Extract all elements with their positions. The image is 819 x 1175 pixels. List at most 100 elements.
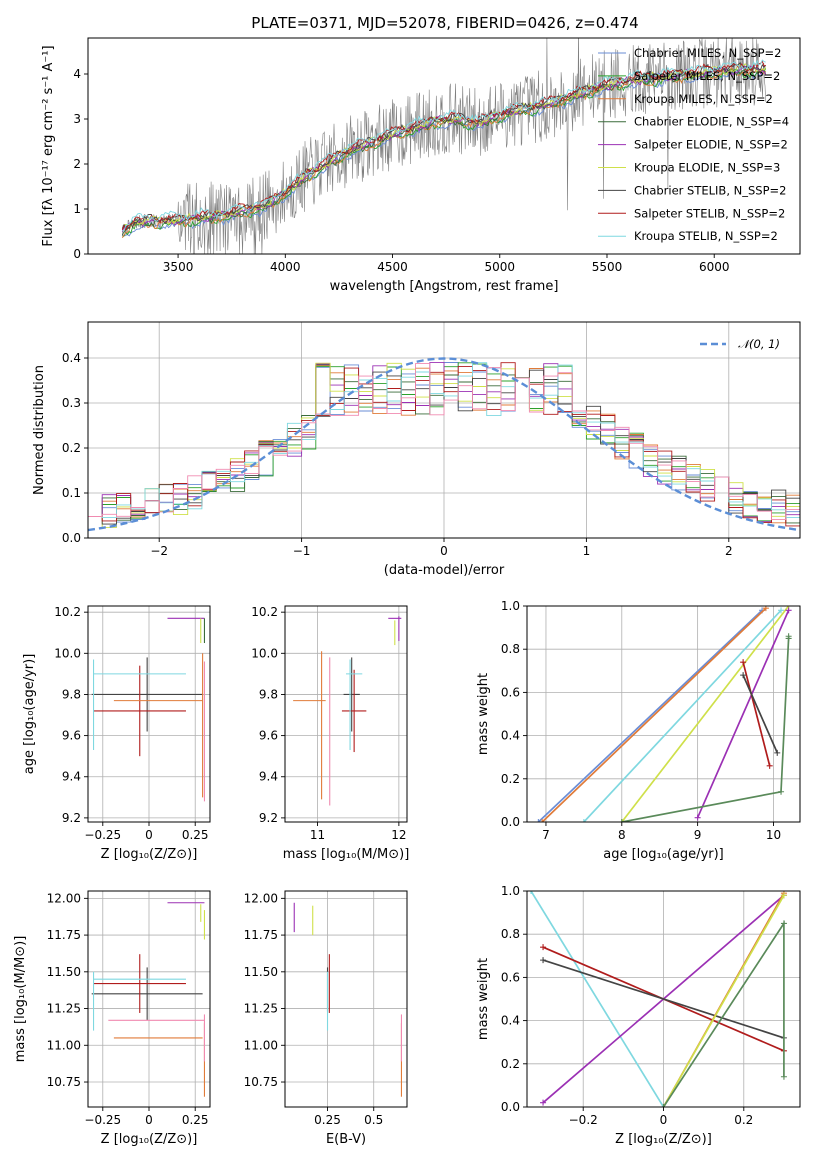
- y-axis-label: Flux [fλ 10⁻¹⁷ erg cm⁻² s⁻¹ A⁻¹]: [41, 45, 56, 246]
- weight-line-5: [662, 894, 785, 1107]
- y-tick-label: 9.8: [62, 687, 81, 701]
- x-tick-label: 0.5: [364, 1113, 383, 1127]
- weight-line-3: [542, 959, 785, 1039]
- chart-mass_vs_ebv: 0.25 0.5 10.75 11.00 11.25 11.50 11.75 12.00 E(B…: [244, 890, 408, 1147]
- x-tick-label: 0.25: [182, 828, 209, 842]
- x-tick-label: 0.25: [182, 1113, 209, 1127]
- y-tick-label: 11.50: [244, 965, 278, 979]
- weight-marker: [528, 891, 535, 894]
- x-tick-label: 7: [542, 828, 550, 842]
- weight-marker: [780, 892, 787, 899]
- errorbar-point-0: [343, 657, 360, 732]
- y-axis-label: mass weight: [476, 673, 491, 755]
- weight-marker: [785, 607, 792, 614]
- axes-frame: [284, 605, 408, 823]
- errorbar-point-0: [91, 967, 203, 1021]
- plot-area-weight_vs_Z: [528, 891, 787, 1107]
- legend-entry-7: Salpeter STELIB, N_SSP=2: [634, 206, 785, 220]
- plot-area-age_vs_Z: [91, 617, 206, 802]
- y-tick-label: 0.6: [501, 970, 520, 984]
- x-tick-label: 5000: [484, 260, 515, 274]
- y-axis-label: mass [log₁₀(M/M⊙)]: [13, 936, 28, 1063]
- y-tick-label: 10.2: [54, 605, 81, 619]
- y-tick-label: 0.2: [62, 441, 81, 455]
- weight-marker: [618, 819, 625, 822]
- axes-frame: [284, 890, 408, 1108]
- y-tick-label: 11.25: [244, 1002, 278, 1016]
- x-tick-label: 4500: [377, 260, 408, 274]
- y-tick-label: 11.75: [47, 928, 81, 942]
- x-tick-label: 6000: [699, 260, 730, 274]
- weight-line-6: [662, 920, 785, 1107]
- y-tick-label: 11.50: [47, 965, 81, 979]
- y-tick-label: 0.4: [501, 729, 520, 743]
- weight-line-3: [621, 606, 790, 822]
- y-tick-label: 10.0: [54, 646, 81, 660]
- y-tick-label: 9.6: [62, 729, 81, 743]
- weight-marker: [539, 819, 546, 822]
- x-tick-label: 12: [391, 828, 406, 842]
- x-tick-label: 11: [310, 828, 325, 842]
- y-tick-label: 0.3: [62, 396, 81, 410]
- model-line-8: [122, 59, 766, 232]
- y-tick-label: 12.00: [47, 891, 81, 905]
- x-tick-label: −1: [293, 544, 311, 558]
- weight-marker: [740, 672, 747, 679]
- weight-line-1: [541, 607, 767, 822]
- chart-weight_vs_Z: −0.2 0 0.2 0.0 0.2 0.4 0.6 0.8 1.0 Z [log₁₀(Z/Z⊙)…: [476, 884, 801, 1147]
- figure-title: PLATE=0371, MJD=52078, FIBERID=0426, z=0…: [251, 14, 638, 32]
- weight-marker: [740, 659, 747, 666]
- x-axis-label: age [log₁₀(age/yr)]: [603, 847, 724, 862]
- weight-marker: [540, 1099, 547, 1106]
- y-tick-label: 10.75: [244, 1075, 278, 1089]
- y-axis-label: Normed distribution: [32, 365, 47, 495]
- y-tick-label: 9.2: [62, 811, 81, 825]
- x-tick-label: 0.25: [314, 1113, 341, 1127]
- y-tick-label: 9.4: [62, 770, 81, 784]
- x-tick-label: 10: [766, 828, 781, 842]
- y-axis-label: mass weight: [476, 958, 491, 1040]
- weight-marker: [535, 819, 542, 822]
- chart-residuals: −2 −1 0 1 2 0.0 0.1 0.2 0.3 0.4 (data-model)/error…: [32, 321, 801, 578]
- weight-marker: [694, 814, 701, 821]
- y-tick-label: 12.00: [244, 891, 278, 905]
- y-tick-label: 0.8: [501, 642, 520, 656]
- errorbar-point-1: [341, 669, 367, 753]
- plot-area-spectrum: [121, 38, 767, 254]
- weight-marker: [580, 819, 587, 822]
- y-tick-label: 10.0: [251, 646, 278, 660]
- legend-entry-5: Kroupa ELODIE, N_SSP=3: [634, 161, 780, 175]
- spectrum-legend: Chabrier MILES, N_SSP=2 Salpeter MILES, N…: [598, 46, 789, 243]
- y-tick-label: 0.0: [501, 815, 520, 829]
- y-tick-label: 1: [73, 202, 81, 216]
- y-axis-label: age [log₁₀(age/yr)]: [22, 654, 37, 775]
- y-tick-label: 4: [73, 67, 81, 81]
- x-axis-label: wavelength [Angstrom, rest frame]: [330, 279, 559, 294]
- weight-marker: [780, 920, 787, 927]
- weight-marker: [778, 788, 785, 795]
- axes-frame: [526, 605, 801, 823]
- weight-line-6: [742, 674, 779, 754]
- legend-entry-6: Chabrier STELIB, N_SSP=2: [634, 183, 786, 197]
- y-tick-label: 0.0: [62, 531, 81, 545]
- model-line-6: [121, 61, 767, 230]
- plot-area-residuals: [88, 357, 800, 532]
- weight-line-4: [696, 609, 790, 819]
- y-tick-label: 0.0: [501, 1100, 520, 1114]
- y-tick-label: 1.0: [501, 599, 520, 613]
- y-tick-label: 0.6: [501, 685, 520, 699]
- y-tick-label: 11.00: [244, 1038, 278, 1052]
- gaussian-legend-label: 𝒩(0, 1): [738, 337, 780, 351]
- y-tick-label: 9.8: [259, 687, 278, 701]
- x-axis-label: Z [log₁₀(Z/Z⊙)]: [101, 1132, 198, 1147]
- model-line-0: [122, 67, 766, 237]
- x-axis-label: (data-model)/error: [384, 563, 505, 578]
- y-tick-label: 11.25: [47, 1002, 81, 1016]
- axes-frame: [87, 37, 801, 255]
- y-tick-label: 9.2: [259, 811, 278, 825]
- y-tick-label: 10.75: [47, 1075, 81, 1089]
- plot-area-mass_vs_Z: [91, 902, 206, 1097]
- y-tick-label: 11.00: [47, 1038, 81, 1052]
- residual-histogram-9: [88, 363, 800, 521]
- x-tick-label: 3500: [163, 260, 194, 274]
